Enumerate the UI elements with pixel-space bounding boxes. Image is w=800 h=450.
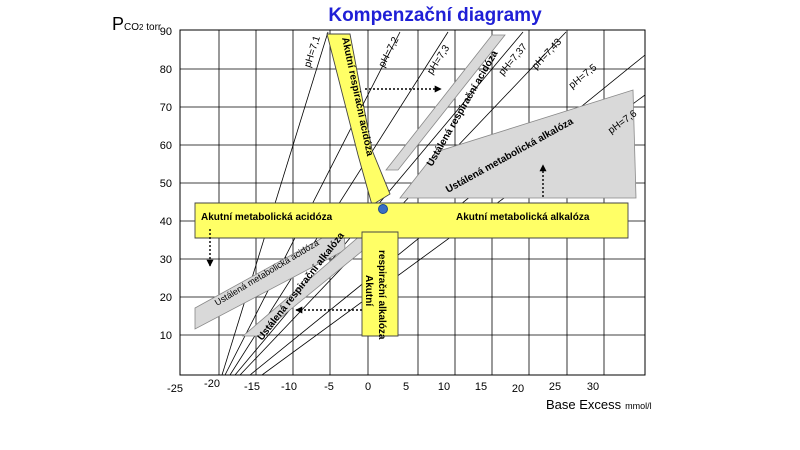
- x-tick-label: 30: [587, 381, 599, 393]
- zone-chronic-resp-acidosis: [385, 34, 506, 171]
- x-tick-label: 0: [365, 381, 371, 393]
- x-tick-label: -15: [244, 381, 260, 393]
- zone-acute-resp-alkalosis: [361, 231, 399, 337]
- x-tick-label: 20: [512, 383, 524, 395]
- chronic-zones: [194, 34, 637, 337]
- y-ticks: 90 80 70 60 50 40 30 20 10: [160, 26, 172, 342]
- diagram-title: Kompenzační diagramy: [328, 5, 542, 26]
- label-acute-met-acidosis: Akutní metabolická acidóza: [201, 212, 333, 223]
- x-tick-label: -25: [167, 383, 183, 395]
- y-tick-label: 60: [160, 140, 172, 152]
- label-acute-resp-alkalosis-1: Akutní: [363, 275, 374, 307]
- y-axis-label: PCO2 torr: [112, 14, 161, 35]
- compensation-arrows: [206, 85, 547, 314]
- y-tick-label: 70: [160, 102, 172, 114]
- y-axis-label-sub: CO2 torr: [124, 22, 162, 33]
- x-tick-label: 10: [438, 381, 450, 393]
- normal-point: [378, 204, 388, 214]
- y-axis-label-main: P: [112, 14, 125, 34]
- y-tick-label: 90: [160, 26, 172, 38]
- y-tick-label: 10: [160, 330, 172, 342]
- label-acute-resp-alkalosis-2: respirační alkalóza: [376, 250, 387, 340]
- y-tick-label: 30: [160, 254, 172, 266]
- x-tick-label: -10: [281, 381, 297, 393]
- x-axis-unit: mmol/l: [625, 401, 652, 411]
- zone-acute-resp-acidosis: [326, 33, 391, 206]
- zone-chronic-met-alkalosis: [399, 89, 637, 199]
- acute-zones: [194, 33, 629, 337]
- x-tick-label: -5: [324, 381, 334, 393]
- x-axis-label-text: Base Excess: [546, 397, 622, 412]
- x-tick-label: 25: [549, 381, 561, 393]
- x-tick-label: 15: [475, 381, 487, 393]
- label-acute-met-alkalosis: Akutní metabolická alkalóza: [456, 212, 590, 223]
- y-tick-label: 80: [160, 64, 172, 76]
- y-tick-label: 50: [160, 178, 172, 190]
- x-tick-label: 5: [403, 381, 409, 393]
- y-tick-label: 40: [160, 216, 172, 228]
- x-tick-label: -20: [204, 378, 220, 390]
- zone-acute-horizontal: [194, 202, 629, 239]
- x-ticks: -25 -20 -15 -10 -5 0 5 10 15 20 25 30: [167, 378, 599, 395]
- x-axis-label: Base Excess mmol/l: [546, 397, 652, 412]
- y-tick-label: 20: [160, 292, 172, 304]
